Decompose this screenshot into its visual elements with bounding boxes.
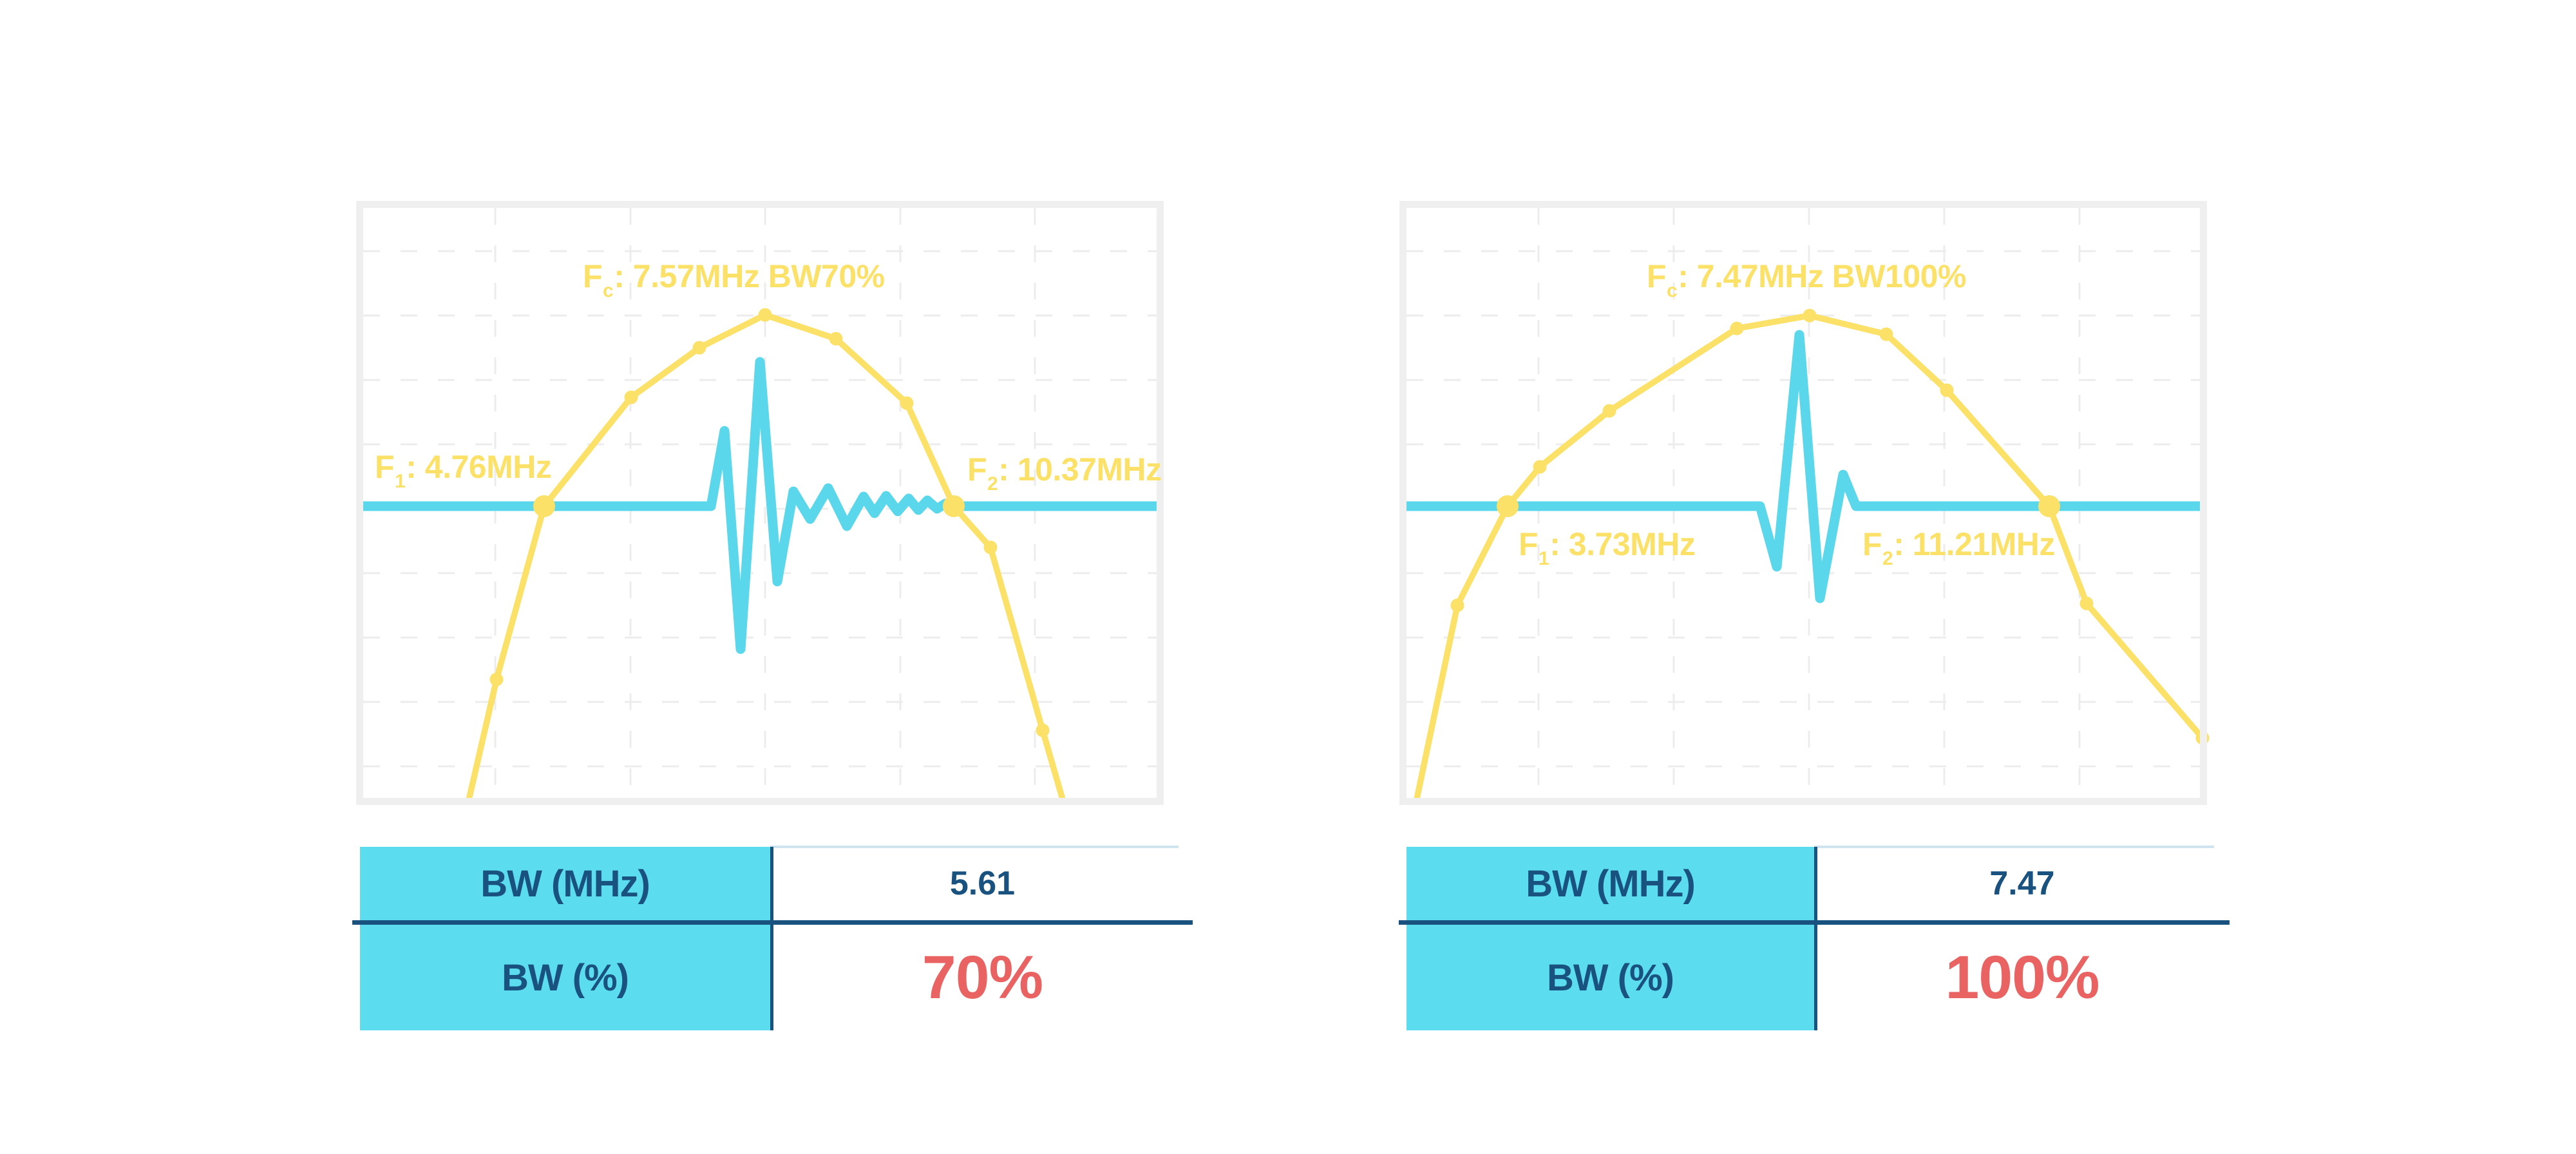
envelope-point: [692, 341, 706, 355]
f1-label-right: F1: 3.73MHz: [1519, 526, 1696, 569]
spectrum-envelope-line: [1414, 312, 2200, 798]
table-top-accent-line: [770, 846, 1179, 848]
pulse-waveform-line: [363, 357, 1157, 654]
bw-mhz-label: BW (MHz): [1526, 862, 1696, 905]
bw-mhz-value: 5.61: [949, 865, 1016, 902]
envelope-point: [983, 540, 998, 554]
table-header-column-left: [360, 847, 770, 1030]
fc-label-left: Fc: 7.57MHz BW70%: [583, 258, 885, 301]
bw-mhz-label-cell: BW (MHz): [1406, 847, 1814, 920]
f-symbol: F: [583, 258, 603, 294]
f2-label-left: F2: 10.37MHz: [967, 451, 1162, 494]
envelope-point: [1533, 460, 1547, 474]
bw-mhz-label: BW (MHz): [480, 862, 650, 905]
envelope-point: [1450, 598, 1464, 612]
bw-pct-value: 100%: [1945, 943, 2100, 1012]
f-symbol: F: [967, 451, 987, 487]
envelope-point: [1803, 308, 1817, 323]
envelope-point: [1602, 404, 1616, 418]
envelope-point: [2079, 596, 2094, 610]
f2-label-text: : 11.21MHz: [1893, 526, 2055, 562]
bw-pct-label-cell: BW (%): [1406, 925, 1814, 1030]
bw-mhz-value: 7.47: [1989, 865, 2055, 902]
plot-area: [363, 208, 1157, 798]
f-symbol: F: [1647, 258, 1667, 294]
fc-label-right: Fc: 7.47MHz BW100%: [1647, 258, 1966, 301]
table-column-divider-line: [770, 847, 773, 1030]
f-subscript: 1: [395, 471, 406, 492]
f-symbol: F: [1862, 526, 1882, 562]
f-subscript: c: [603, 280, 614, 301]
envelope-point: [1036, 723, 1050, 737]
f-symbol: F: [1519, 526, 1539, 562]
f1-label-text: : 3.73MHz: [1549, 526, 1696, 562]
bw-pct-label-cell: BW (%): [360, 925, 770, 1030]
bw-pct-value-cell: 100%: [1817, 925, 2227, 1030]
f2-label-text: : 10.37MHz: [998, 451, 1162, 487]
chart-border: [356, 201, 1164, 805]
f2-label-right: F2: 11.21MHz: [1862, 526, 2055, 569]
table-row-divider-line: [1399, 920, 2230, 925]
f2-point: [2038, 495, 2060, 517]
bw-mhz-value-cell: 5.61: [773, 847, 1191, 920]
f-subscript: c: [1667, 280, 1678, 301]
envelope-point: [489, 672, 504, 686]
f-subscript: 2: [987, 473, 998, 495]
fc-label-text: : 7.47MHz BW100%: [1678, 258, 1966, 294]
plot-area: [1406, 208, 2200, 798]
envelope-points: [489, 308, 1050, 737]
f1-label-left: F1: 4.76MHz: [375, 449, 552, 491]
envelope-point: [1940, 383, 1954, 397]
spectrum-envelope-line: [466, 312, 1066, 798]
bw-pct-value-cell: 70%: [773, 925, 1191, 1030]
table-header-column-right: [1406, 847, 1814, 1030]
f-subscript: 1: [1539, 548, 1549, 569]
bw-pct-label: BW (%): [502, 956, 629, 999]
envelope-point: [829, 332, 843, 346]
bw-mhz-value-cell: 7.47: [1817, 847, 2227, 920]
chart-border: [1399, 201, 2207, 805]
envelope-point: [758, 308, 772, 322]
table-top-accent-line: [1814, 846, 2214, 848]
envelope-point: [900, 396, 914, 410]
fc-label-text: : 7.57MHz BW70%: [614, 258, 885, 294]
table-row-divider-line: [352, 920, 1193, 925]
f2-point: [943, 495, 965, 517]
f1-point: [1497, 495, 1519, 517]
envelope-point: [624, 390, 638, 404]
bw-pct-value: 70%: [922, 943, 1043, 1012]
pulse-waveform-line: [1406, 330, 2200, 603]
bw-mhz-label-cell: BW (MHz): [360, 847, 770, 920]
f1-point: [533, 495, 555, 517]
envelope-point: [1730, 321, 1744, 336]
f1-label-text: : 4.76MHz: [406, 449, 552, 485]
bw-pct-label: BW (%): [1547, 956, 1674, 999]
f-symbol: F: [375, 449, 395, 485]
f-subscript: 2: [1882, 548, 1893, 569]
table-column-divider-line: [1814, 847, 1817, 1030]
envelope-point: [1879, 327, 1893, 341]
